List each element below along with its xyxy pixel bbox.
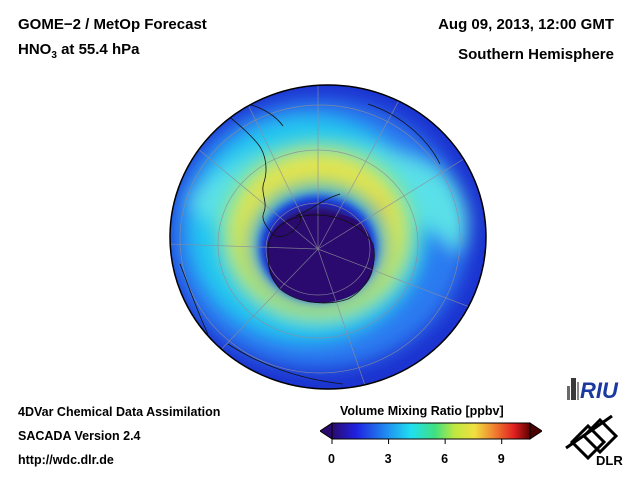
riu-logo: RIU xyxy=(567,378,619,403)
species-subscript: 3 xyxy=(51,50,57,61)
colorbar-max-arrow xyxy=(529,422,542,440)
colorbar xyxy=(320,422,542,444)
hemisphere-label: Southern Hemisphere xyxy=(458,46,614,63)
source-url-link[interactable]: http://wdc.dlr.de xyxy=(18,453,114,467)
map-title: GOME−2 / MetOp Forecast xyxy=(18,16,207,33)
species-level: at 55.4 hPa xyxy=(56,41,140,58)
version-label: SACADA Version 2.4 xyxy=(18,429,141,443)
species-main: HNO xyxy=(18,41,52,58)
colorbar-tick-label: 6 xyxy=(441,452,449,466)
dlr-logo: DLR xyxy=(565,414,623,468)
polar-globe-map xyxy=(169,84,487,390)
colorbar-tick-label: 0 xyxy=(328,452,335,466)
assimilation-label: 4DVar Chemical Data Assimilation xyxy=(18,405,221,419)
colorbar-min-arrow xyxy=(320,422,333,440)
colorbar-gradient xyxy=(331,422,531,440)
species-label: HNO3 at 55.4 hPa xyxy=(18,41,139,61)
forecast-date: Aug 09, 2013, 12:00 GMT xyxy=(438,16,614,33)
colorbar-tick-label: 9 xyxy=(497,452,505,466)
colorbar-tick-label: 3 xyxy=(384,452,392,466)
dlr-logo-text: DLR xyxy=(596,453,623,468)
colorbar-title: Volume Mixing Ratio [ppbv] xyxy=(340,404,504,418)
riu-logo-text: RIU xyxy=(580,378,619,403)
